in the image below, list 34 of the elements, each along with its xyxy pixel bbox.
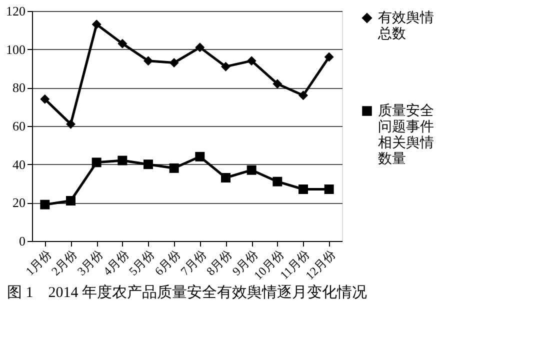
point — [221, 62, 230, 72]
legend-label: 质量安全问题事件相关舆情数量 — [378, 103, 434, 167]
y-tick-label: 20 — [12, 195, 26, 210]
text: 图 1 2014 年度农产品质量安全有效舆情逐月变化情况 — [7, 284, 367, 302]
point — [66, 196, 76, 206]
y-tick-label: 40 — [12, 156, 26, 172]
point — [195, 152, 205, 162]
point — [324, 184, 334, 194]
point — [272, 176, 282, 186]
point — [118, 156, 128, 166]
point — [324, 52, 334, 62]
point — [195, 42, 205, 52]
point — [221, 173, 230, 182]
point — [246, 165, 256, 175]
point — [272, 79, 282, 89]
y-tick-label: 100 — [6, 42, 26, 57]
point — [246, 56, 256, 66]
point — [118, 38, 128, 48]
point — [169, 163, 179, 173]
point — [298, 90, 308, 100]
point — [40, 200, 50, 210]
y-tick-label: 60 — [12, 118, 26, 134]
point — [66, 119, 76, 129]
point — [298, 184, 308, 194]
point — [144, 56, 153, 66]
y-tick-label: 120 — [6, 4, 26, 18]
point — [40, 94, 50, 104]
point — [92, 158, 102, 168]
y-tick-label: 0 — [19, 234, 26, 248]
point — [169, 58, 179, 68]
y-tick-label: 80 — [12, 80, 26, 96]
point — [144, 160, 153, 170]
legend-label: 有效舆情总数 — [377, 10, 434, 42]
point — [92, 20, 102, 30]
